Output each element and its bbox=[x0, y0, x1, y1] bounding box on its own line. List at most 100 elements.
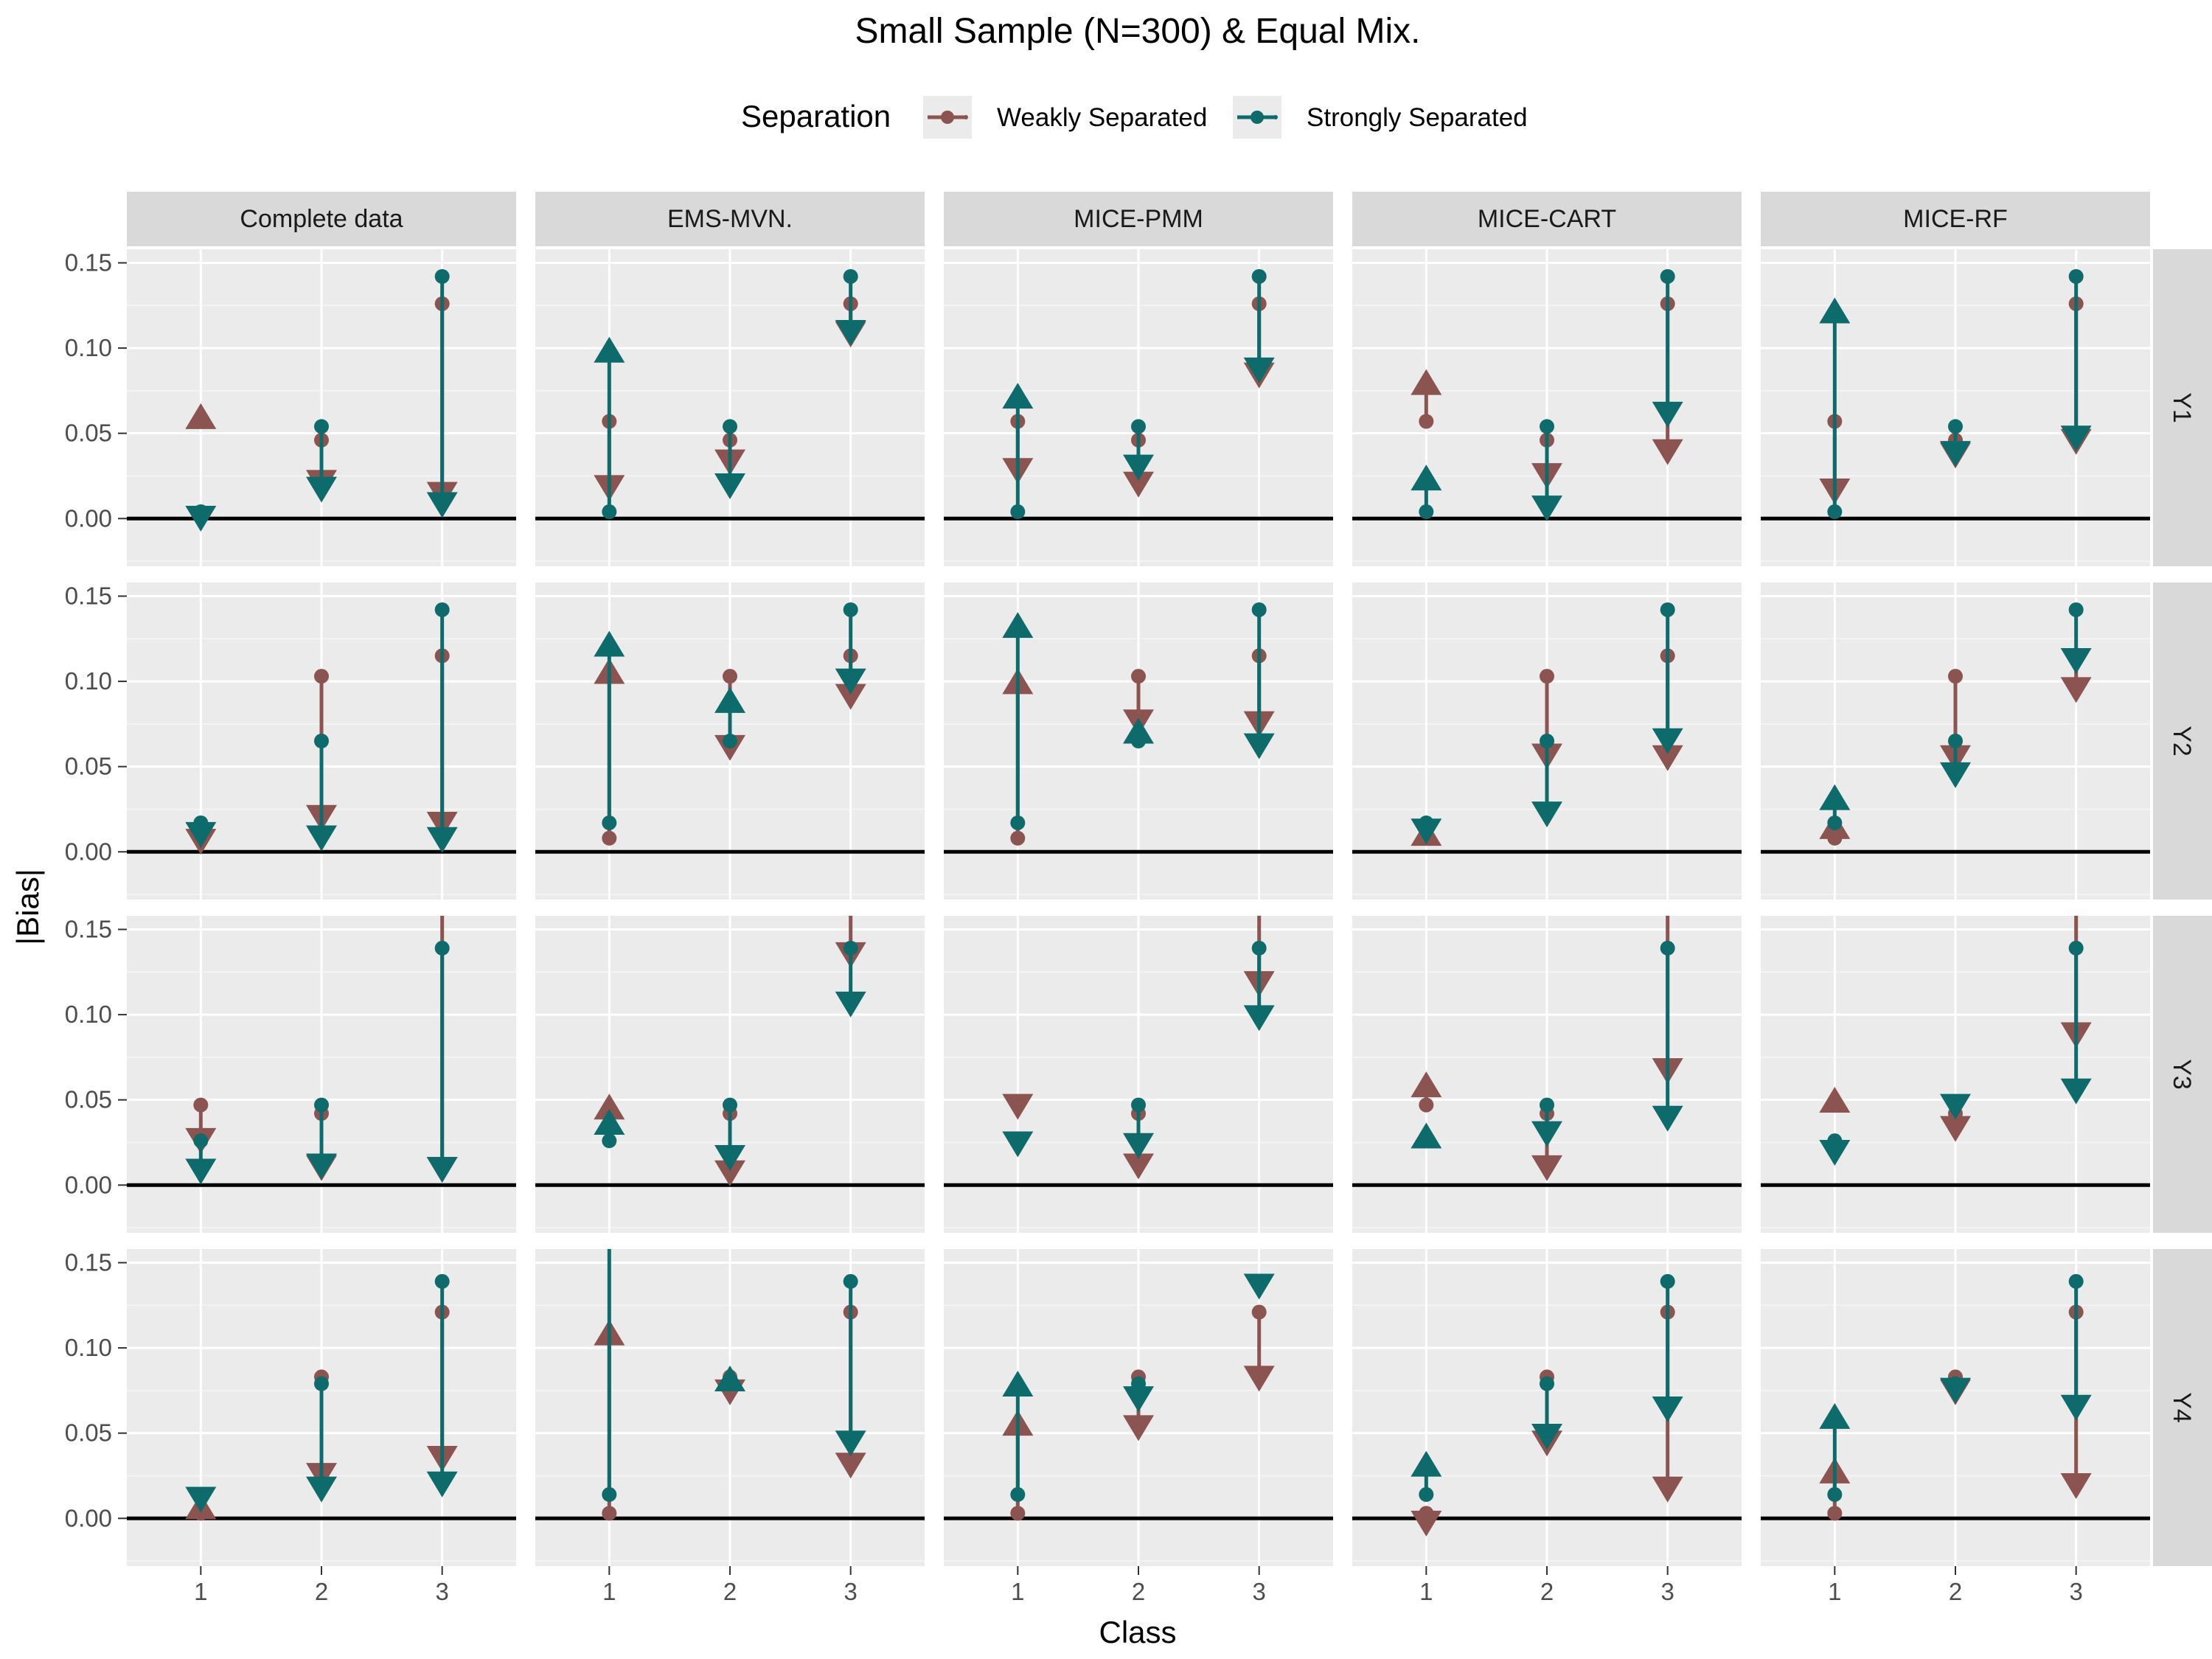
strong-series-class-2 bbox=[1940, 419, 1971, 467]
weak-start-point bbox=[314, 669, 329, 684]
strong-end-arrow bbox=[1819, 1140, 1851, 1166]
weak-start-point bbox=[1419, 414, 1434, 429]
x-tick-label: 1 bbox=[1011, 1578, 1024, 1605]
strong-series-class-2 bbox=[1531, 1097, 1562, 1147]
strong-end-arrow bbox=[1123, 1133, 1154, 1159]
strong-start-point bbox=[1660, 268, 1675, 284]
y-tick-label: 0.05 bbox=[65, 1086, 112, 1113]
strong-series-class-1 bbox=[185, 504, 217, 532]
strong-series-class-3 bbox=[835, 940, 866, 1018]
strong-start-point bbox=[1010, 815, 1026, 830]
strong-series-class-3 bbox=[426, 268, 458, 518]
strong-series-class-1 bbox=[185, 815, 217, 848]
strong-series-class-1 bbox=[1411, 465, 1442, 520]
legend-key-weak bbox=[923, 96, 972, 139]
strong-start-point bbox=[314, 1376, 329, 1391]
strong-end-arrow bbox=[306, 476, 337, 503]
column-strip-label: Complete data bbox=[240, 205, 403, 233]
strong-series-class-2 bbox=[306, 419, 337, 503]
weak-end-arrow bbox=[1652, 1476, 1683, 1503]
weak-end-arrow bbox=[1123, 1415, 1154, 1441]
weak-end-arrow bbox=[835, 684, 866, 710]
strong-end-arrow bbox=[1411, 818, 1442, 845]
column-strip-complete-data: Complete data bbox=[127, 192, 516, 246]
x-tick-label: 1 bbox=[1828, 1578, 1841, 1605]
strong-series-class-1 bbox=[594, 336, 625, 520]
x-tick-label: 3 bbox=[2070, 1578, 2083, 1605]
panel-y4-mice-cart bbox=[1352, 1249, 1742, 1566]
strong-end-arrow bbox=[1411, 465, 1442, 491]
strong-start-point bbox=[1251, 940, 1267, 956]
y-tick-label: 0.10 bbox=[65, 1001, 112, 1028]
row-strip-y1: Y1 bbox=[2153, 249, 2212, 566]
strong-end-arrow bbox=[306, 825, 337, 852]
strong-series-class-1 bbox=[1819, 784, 1851, 830]
weak-series-class-1 bbox=[1002, 1093, 1034, 1120]
strong-end-arrow bbox=[185, 821, 217, 848]
y-tick-label: 0.15 bbox=[65, 1248, 112, 1276]
strong-end-arrow bbox=[426, 492, 458, 518]
strong-series-class-3 bbox=[2060, 1273, 2092, 1421]
strong-end-arrow bbox=[1243, 733, 1275, 759]
strong-end-arrow bbox=[1819, 784, 1851, 810]
y-tick-label: 0.10 bbox=[65, 334, 112, 361]
strong-end-arrow bbox=[185, 1158, 217, 1185]
strong-end-arrow bbox=[1531, 1423, 1562, 1450]
weak-start-point bbox=[602, 830, 617, 846]
strong-series-class-2 bbox=[1940, 734, 1971, 788]
row-strip-y3: Y3 bbox=[2153, 916, 2212, 1233]
row-strip-y4: Y4 bbox=[2153, 1249, 2212, 1566]
weak-end-arrow bbox=[594, 1093, 625, 1120]
column-strip-label: MICE-CART bbox=[1478, 205, 1616, 233]
strong-end-arrow bbox=[426, 1471, 458, 1498]
strong-start-point bbox=[602, 504, 617, 520]
row-strip-label: Y1 bbox=[2168, 392, 2196, 423]
x-tick-label: 1 bbox=[1419, 1578, 1433, 1605]
x-tick-label: 2 bbox=[1540, 1578, 1554, 1605]
weak-series-class-1 bbox=[1819, 1086, 1851, 1113]
strong-series-class-2 bbox=[1123, 1376, 1154, 1413]
weak-end-arrow bbox=[1243, 1366, 1275, 1392]
weak-end-arrow bbox=[2060, 677, 2092, 703]
strong-start-point bbox=[434, 1273, 450, 1289]
strong-series-class-3 bbox=[1652, 940, 1683, 1132]
weak-start-point bbox=[193, 1097, 209, 1113]
strong-end-arrow bbox=[1123, 717, 1154, 744]
strong-end-arrow bbox=[1243, 357, 1275, 383]
weak-start-point bbox=[1251, 1304, 1267, 1320]
strong-series-class-2 bbox=[306, 734, 337, 852]
strong-end-arrow bbox=[594, 1109, 625, 1135]
strong-start-point bbox=[723, 1097, 737, 1113]
y-tick-label: 0.05 bbox=[65, 753, 112, 780]
strong-end-arrow bbox=[426, 1157, 458, 1183]
x-axis-title: Class bbox=[1099, 1615, 1176, 1649]
y-axis-title: |Bias| bbox=[10, 869, 45, 945]
strong-end-arrow bbox=[1531, 1121, 1562, 1147]
legend-label-strong: Strongly Separated bbox=[1307, 103, 1528, 132]
panel-y3-mice-cart bbox=[1352, 916, 1742, 1233]
strong-start-point bbox=[434, 602, 450, 617]
strong-series-class-2 bbox=[1123, 1097, 1154, 1159]
strong-series-class-1 bbox=[1819, 297, 1851, 520]
strong-end-arrow bbox=[1002, 1370, 1034, 1397]
strong-start-point bbox=[843, 940, 858, 956]
strong-end-arrow bbox=[306, 1476, 337, 1503]
panel-y3-ems-mvn bbox=[535, 916, 925, 1233]
x-axis-ticks-complete-data: 1 2 3 bbox=[194, 1566, 449, 1605]
strong-series-class-3 bbox=[2060, 602, 2092, 675]
column-strip-ems-mvn: EMS-MVN. bbox=[535, 192, 925, 246]
strong-start-point bbox=[1660, 1273, 1675, 1289]
weak-end-arrow bbox=[1819, 1086, 1851, 1113]
weak-end-arrow bbox=[1940, 1116, 1971, 1142]
strong-end-arrow bbox=[1002, 612, 1034, 639]
y-axis-ticks-y1: 0.00 0.05 0.10 0.15 bbox=[65, 248, 127, 532]
strong-series-class-3 bbox=[835, 268, 866, 346]
weak-start-point bbox=[1010, 1506, 1026, 1521]
strong-end-arrow bbox=[1940, 441, 1971, 467]
strong-series-class-3 bbox=[835, 1273, 866, 1457]
row-strip-y2: Y2 bbox=[2153, 582, 2212, 900]
strong-start-point bbox=[2068, 602, 2084, 617]
strong-start-point bbox=[1540, 734, 1554, 748]
weak-start-point bbox=[1419, 1097, 1434, 1113]
